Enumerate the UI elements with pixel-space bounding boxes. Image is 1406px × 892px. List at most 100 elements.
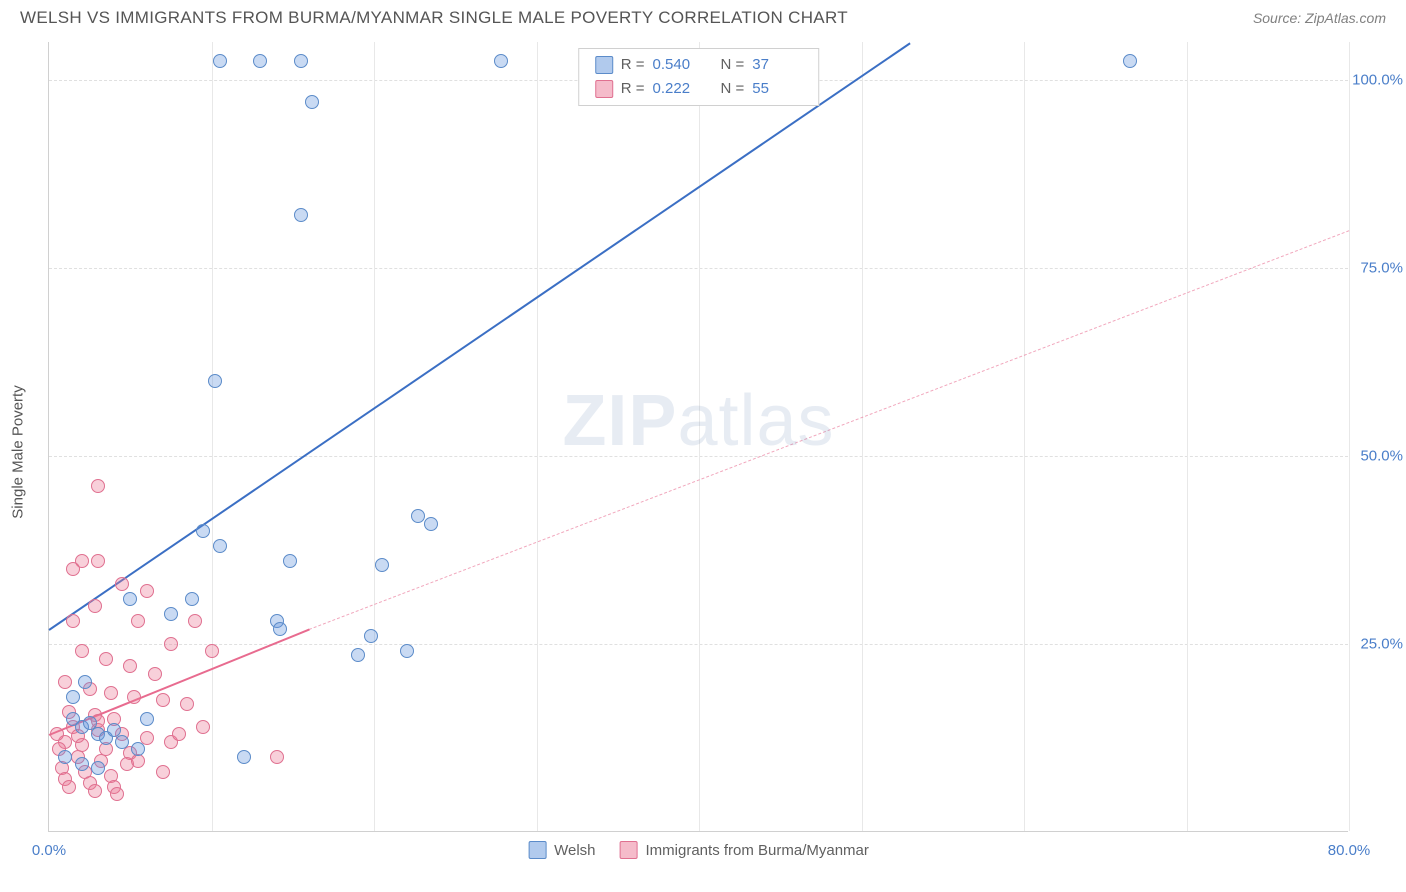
watermark-zip: ZIP <box>562 381 677 461</box>
data-point-pink <box>88 599 102 613</box>
gridline-v <box>537 42 538 831</box>
data-point-pink <box>196 720 210 734</box>
data-point-blue <box>273 622 287 636</box>
data-point-blue <box>78 675 92 689</box>
data-point-blue <box>411 509 425 523</box>
data-point-blue <box>131 742 145 756</box>
data-point-pink <box>115 577 129 591</box>
legend-label-blue: Welsh <box>554 842 595 859</box>
swatch-pink-icon <box>620 841 638 859</box>
data-point-blue <box>213 54 227 68</box>
data-point-blue <box>351 648 365 662</box>
data-point-pink <box>172 727 186 741</box>
data-point-blue <box>253 54 267 68</box>
data-point-pink <box>66 562 80 576</box>
data-point-blue <box>115 735 129 749</box>
correlation-row-pink: R = 0.222 N = 55 <box>595 77 803 101</box>
data-point-blue <box>164 607 178 621</box>
data-point-blue <box>305 95 319 109</box>
series-legend: Welsh Immigrants from Burma/Myanmar <box>528 841 869 859</box>
data-point-pink <box>270 750 284 764</box>
watermark-atlas: atlas <box>677 381 834 461</box>
data-point-blue <box>140 712 154 726</box>
data-point-pink <box>99 652 113 666</box>
r-label: R = <box>621 77 645 101</box>
data-point-pink <box>91 479 105 493</box>
source-attribution: Source: ZipAtlas.com <box>1253 10 1386 26</box>
data-point-blue <box>494 54 508 68</box>
gridline-v <box>699 42 700 831</box>
data-point-pink <box>156 765 170 779</box>
data-point-blue <box>196 524 210 538</box>
legend-label-pink: Immigrants from Burma/Myanmar <box>646 842 869 859</box>
legend-item-blue: Welsh <box>528 841 595 859</box>
y-tick-label: 25.0% <box>1360 635 1403 652</box>
regression-line-blue <box>48 42 910 631</box>
swatch-blue-icon <box>595 56 613 74</box>
gridline-v <box>374 42 375 831</box>
n-label: N = <box>721 77 745 101</box>
data-point-blue <box>1123 54 1137 68</box>
data-point-pink <box>140 584 154 598</box>
source-name: ZipAtlas.com <box>1305 10 1386 26</box>
data-point-pink <box>180 697 194 711</box>
data-point-blue <box>123 592 137 606</box>
r-label: R = <box>621 53 645 77</box>
data-point-blue <box>213 539 227 553</box>
chart-header: WELSH VS IMMIGRANTS FROM BURMA/MYANMAR S… <box>0 0 1406 32</box>
data-point-pink <box>131 614 145 628</box>
data-point-blue <box>294 208 308 222</box>
y-axis-title: Single Male Poverty <box>10 385 27 518</box>
source-prefix: Source: <box>1253 10 1305 26</box>
chart-container: Single Male Poverty ZIPatlas R = 0.540 N… <box>48 42 1388 862</box>
data-point-pink <box>104 686 118 700</box>
regression-line-pink-ext <box>309 230 1349 630</box>
y-tick-label: 50.0% <box>1360 447 1403 464</box>
n-value-pink: 55 <box>752 77 802 101</box>
data-point-pink <box>205 644 219 658</box>
data-point-blue <box>283 554 297 568</box>
x-tick-label: 0.0% <box>32 842 66 859</box>
data-point-pink <box>91 554 105 568</box>
n-label: N = <box>721 53 745 77</box>
plot-area: ZIPatlas R = 0.540 N = 37 R = 0.222 N = … <box>48 42 1348 832</box>
data-point-pink <box>75 644 89 658</box>
data-point-pink <box>88 784 102 798</box>
data-point-blue <box>185 592 199 606</box>
swatch-pink-icon <box>595 80 613 98</box>
swatch-blue-icon <box>528 841 546 859</box>
data-point-blue <box>294 54 308 68</box>
correlation-legend: R = 0.540 N = 37 R = 0.222 N = 55 <box>578 48 820 106</box>
data-point-pink <box>148 667 162 681</box>
data-point-blue <box>237 750 251 764</box>
data-point-blue <box>424 517 438 531</box>
data-point-blue <box>58 750 72 764</box>
data-point-pink <box>127 690 141 704</box>
data-point-pink <box>58 675 72 689</box>
data-point-pink <box>156 693 170 707</box>
y-tick-label: 100.0% <box>1352 71 1403 88</box>
gridline-v <box>862 42 863 831</box>
data-point-pink <box>66 614 80 628</box>
chart-title: WELSH VS IMMIGRANTS FROM BURMA/MYANMAR S… <box>20 8 848 28</box>
data-point-pink <box>50 727 64 741</box>
gridline-v <box>1024 42 1025 831</box>
x-tick-label: 80.0% <box>1328 842 1371 859</box>
data-point-blue <box>91 761 105 775</box>
data-point-blue <box>364 629 378 643</box>
n-value-blue: 37 <box>752 53 802 77</box>
data-point-blue <box>75 757 89 771</box>
gridline-v <box>1187 42 1188 831</box>
data-point-blue <box>66 690 80 704</box>
r-value-pink: 0.222 <box>653 77 703 101</box>
legend-item-pink: Immigrants from Burma/Myanmar <box>620 841 869 859</box>
data-point-pink <box>123 659 137 673</box>
data-point-pink <box>110 787 124 801</box>
correlation-row-blue: R = 0.540 N = 37 <box>595 53 803 77</box>
y-tick-label: 75.0% <box>1360 259 1403 276</box>
data-point-pink <box>62 780 76 794</box>
data-point-blue <box>375 558 389 572</box>
data-point-pink <box>164 637 178 651</box>
data-point-blue <box>400 644 414 658</box>
data-point-pink <box>188 614 202 628</box>
